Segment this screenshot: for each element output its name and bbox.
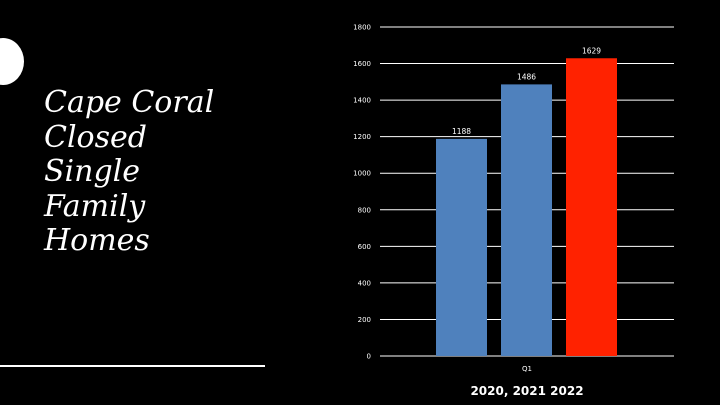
y-tick-label: 1200 bbox=[353, 133, 371, 141]
y-tick-label: 200 bbox=[358, 316, 371, 324]
bar bbox=[501, 84, 552, 357]
title-line: Single bbox=[44, 154, 141, 189]
x-category-label: Q1 bbox=[522, 365, 532, 373]
bar bbox=[436, 138, 487, 356]
title-underline-divider bbox=[0, 365, 265, 367]
bar-value-label: 1188 bbox=[452, 127, 471, 136]
y-axis-ticks: 0 200 400 600 800 1000 1200 1400 1600 1800 bbox=[353, 24, 371, 361]
bar bbox=[566, 58, 617, 356]
y-tick-label: 1000 bbox=[353, 170, 371, 178]
y-tick-label: 800 bbox=[358, 206, 371, 214]
x-axis-categories: Q1 bbox=[522, 365, 532, 373]
title-line: Cape Coral bbox=[44, 85, 215, 120]
bar-value-label: 1629 bbox=[582, 46, 601, 55]
data-labels: 1188 1486 1629 bbox=[452, 46, 601, 136]
slide-title: Cape Coral Closed Single Family Homes bbox=[44, 85, 284, 259]
title-line: Homes bbox=[44, 223, 150, 258]
bar-value-label: 1486 bbox=[517, 72, 536, 81]
y-tick-label: 1400 bbox=[353, 97, 371, 105]
y-tick-label: 0 bbox=[367, 353, 371, 361]
title-line: Closed bbox=[44, 119, 147, 155]
y-tick-label: 1800 bbox=[353, 24, 371, 32]
x-axis-label: 2020, 2021 2022 bbox=[470, 384, 584, 398]
bars bbox=[436, 58, 617, 357]
title-line: Family bbox=[44, 188, 146, 224]
y-tick-label: 600 bbox=[358, 243, 371, 251]
y-tick-label: 1600 bbox=[353, 60, 371, 68]
y-tick-label: 400 bbox=[358, 279, 371, 287]
